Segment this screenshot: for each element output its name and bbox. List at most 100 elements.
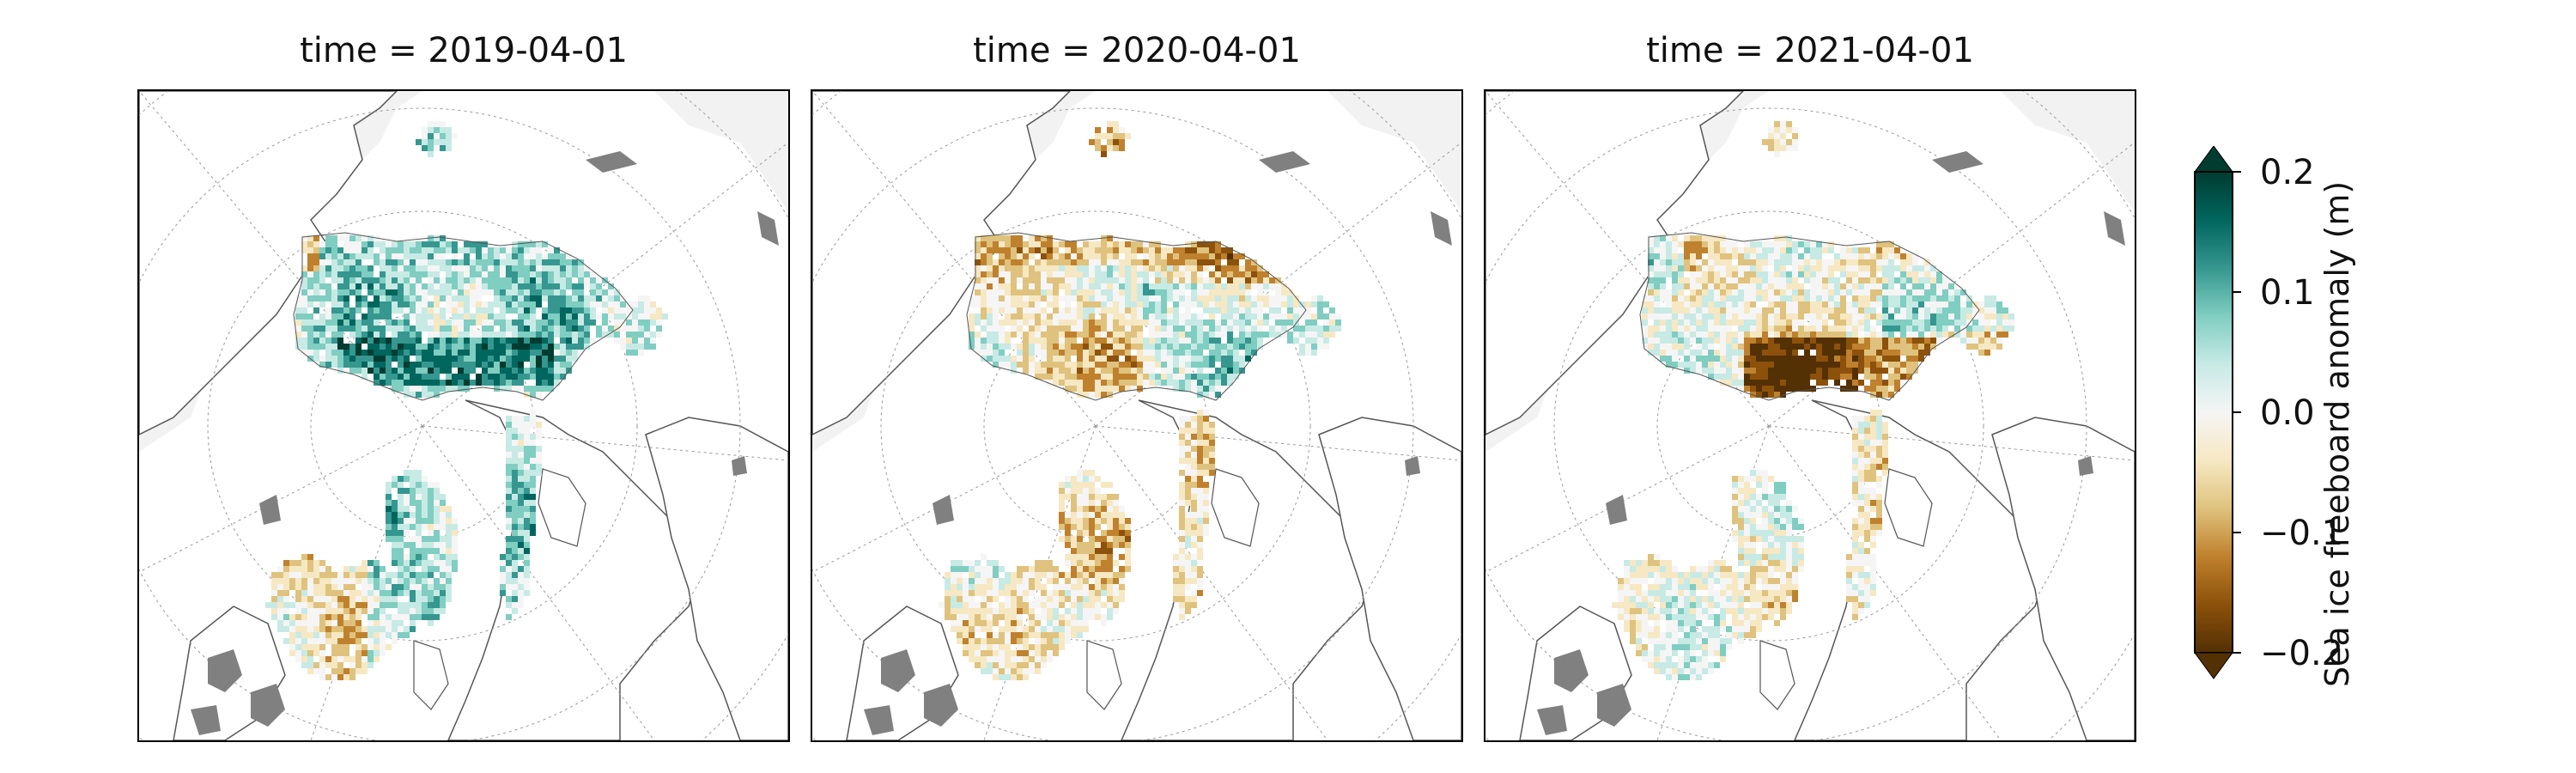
ice-cell — [301, 662, 307, 668]
ice-cell — [295, 560, 301, 566]
ice-cell — [554, 344, 560, 350]
ice-cell — [428, 283, 434, 289]
ice-cell — [398, 614, 404, 620]
ice-cell — [975, 662, 981, 668]
ice-cell — [1924, 338, 1930, 344]
ice-cell — [1648, 350, 1654, 356]
ice-cell — [1864, 307, 1870, 313]
ice-cell — [1047, 253, 1053, 259]
ice-cell — [1768, 338, 1774, 344]
ice-cell — [464, 326, 470, 332]
ice-cell — [1654, 247, 1660, 253]
ice-cell — [331, 656, 337, 662]
ice-cell — [1696, 362, 1702, 368]
ice-cell — [1726, 307, 1732, 313]
ice-cell — [1191, 536, 1197, 542]
ice-cell — [1029, 253, 1035, 259]
ice-cell — [301, 620, 307, 626]
ice-cell — [1798, 344, 1804, 350]
ice-cell — [1035, 271, 1041, 277]
ice-cell — [1227, 326, 1233, 332]
ice-cell — [1089, 572, 1095, 578]
ice-cell — [404, 626, 410, 632]
ice-cell — [1780, 247, 1786, 253]
ice-cell — [500, 368, 506, 374]
ice-cell — [1888, 344, 1894, 350]
ice-cell — [470, 368, 476, 374]
ice-cell — [313, 338, 319, 344]
ice-cell — [374, 644, 380, 650]
ice-cell — [530, 332, 536, 338]
ice-cell — [1257, 295, 1263, 301]
ice-cell — [1828, 350, 1834, 356]
ice-cell — [319, 271, 325, 277]
ice-cell — [1203, 277, 1209, 283]
ice-cell — [1083, 482, 1089, 488]
ice-cell — [1203, 446, 1209, 452]
ice-cell — [1029, 608, 1035, 614]
ice-cell — [1023, 301, 1029, 307]
ice-cell — [1161, 320, 1167, 326]
ice-cell — [349, 332, 355, 338]
ice-cell — [271, 572, 277, 578]
ice-cell — [2002, 313, 2008, 320]
ice-cell — [337, 344, 343, 350]
ice-cell — [1083, 560, 1089, 566]
ice-cell — [951, 620, 957, 626]
ice-cell — [1017, 596, 1023, 602]
ice-cell — [1864, 277, 1870, 283]
ice-cell — [1077, 524, 1083, 530]
ice-cell — [404, 265, 410, 271]
ice-cell — [590, 307, 596, 313]
ice-cell — [1005, 638, 1011, 644]
ice-cell — [476, 350, 482, 356]
ice-cell — [566, 301, 572, 307]
ice-cell — [374, 632, 380, 638]
ice-cell — [1762, 295, 1768, 301]
ice-cell — [1059, 380, 1065, 386]
ice-cell — [1197, 380, 1203, 386]
ice-cell — [1125, 362, 1131, 368]
ice-cell — [404, 362, 410, 368]
ice-cell — [1714, 247, 1720, 253]
ice-cell — [440, 542, 446, 548]
ice-cell — [1702, 338, 1708, 344]
ice-cell — [1173, 362, 1179, 368]
ice-cell — [1143, 320, 1149, 326]
ice-cell — [1203, 494, 1209, 500]
ice-cell — [1954, 295, 1960, 301]
ice-cell — [368, 584, 374, 590]
ice-cell — [331, 259, 337, 265]
ice-cell — [1774, 133, 1780, 139]
ice-cell — [987, 566, 993, 572]
ice-cell — [446, 554, 452, 560]
ice-cell — [398, 374, 404, 380]
ice-cell — [1005, 253, 1011, 259]
ice-cell — [1281, 320, 1287, 326]
ice-cell — [1089, 554, 1095, 560]
ice-cell — [1654, 326, 1660, 332]
ice-cell — [374, 259, 380, 265]
ice-cell — [1810, 332, 1816, 338]
ice-cell — [1864, 338, 1870, 344]
ice-cell — [301, 656, 307, 662]
ice-cell — [1209, 320, 1215, 326]
ice-cell — [1047, 380, 1053, 386]
ice-cell — [307, 283, 313, 289]
ice-cell — [951, 560, 957, 566]
ice-cell — [1798, 271, 1804, 277]
ice-cell — [1684, 332, 1690, 338]
ice-cell — [349, 320, 355, 326]
ice-cell — [1209, 241, 1215, 247]
ice-cell — [1275, 295, 1281, 301]
ice-cell — [1131, 277, 1137, 283]
ice-cell — [307, 277, 313, 283]
ice-cell — [428, 614, 434, 620]
ice-cell — [1714, 313, 1720, 320]
ice-cell — [301, 265, 307, 271]
ice-cell — [1732, 356, 1738, 362]
ice-cell — [1780, 241, 1786, 247]
ice-cell — [1810, 338, 1816, 344]
ice-cell — [380, 602, 386, 608]
ice-cell — [1113, 326, 1119, 332]
